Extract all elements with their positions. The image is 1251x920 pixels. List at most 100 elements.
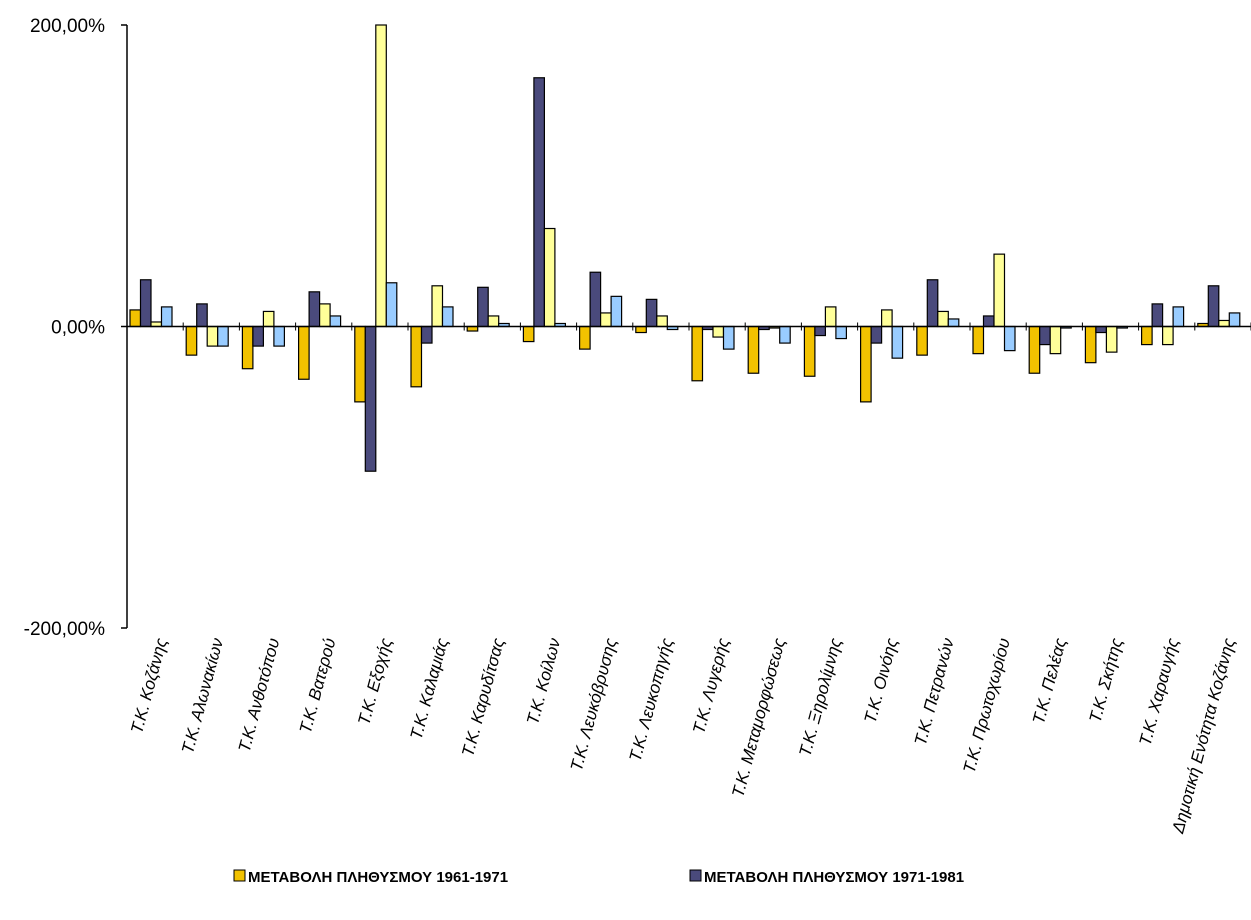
bar-s2-7 [477,286,489,328]
bar-s4-5 [385,282,398,328]
bar-s3-13 [824,306,837,328]
category-label-3: Τ.Κ. Ανθοτόπου [235,636,284,754]
chart-axes: 200,00% 0,00% -200,00% [24,16,1251,640]
bar-s2-15 [926,279,939,328]
bar-s3-8 [543,227,556,328]
bar-s3-2 [206,325,219,347]
bar-s4-12 [779,325,791,344]
category-label-14: Τ.Κ. Οινόης [861,635,902,725]
bar-s3-3 [262,310,275,328]
y-tick-label-2: -200,00% [24,619,105,640]
bar-s3-5 [375,24,387,328]
category-label-20: Δημοτική Ενότητα Κοζάνης [1168,635,1239,836]
legend-label-1: ΜΕΤΑΒΟΛΗ ΠΛΗΘΥΣΜΟΥ 1961-1971 [248,869,508,886]
bar-s3-10 [656,315,668,328]
bar-s1-17 [1028,325,1041,374]
bar-s1-10 [635,325,647,334]
y-tick-label-1: 0,00% [51,318,105,339]
bar-s3-17 [1049,325,1062,355]
bar-s2-19 [1151,303,1164,328]
bar-s2-4 [308,291,321,328]
bar-s1-19 [1140,325,1153,346]
bar-s3-18 [1105,325,1118,353]
y-tick-label-0: 200,00% [30,16,105,37]
bar-s1-14 [859,325,872,403]
bar-s2-13 [814,325,827,337]
bar-s2-17 [1039,325,1051,346]
bar-s1-18 [1084,325,1097,364]
bar-s4-15 [947,318,960,328]
bar-s4-4 [329,315,342,328]
category-label-2: Τ.Κ. Αλωνακίων [178,636,227,756]
bar-s3-20 [1218,319,1230,328]
bar-s1-15 [916,325,928,356]
bar-s2-6 [420,325,433,344]
bar-s2-3 [252,325,264,347]
bar-s2-9 [589,271,602,328]
category-labels: Τ.Κ. Κοζάνης Τ.Κ. Αλωνακίων Τ.Κ. Ανθοτόπου… [127,635,1239,836]
category-label-6: Τ.Κ. Καλαμιάς [407,635,452,741]
category-label-7: Τ.Κ. Καρυδίτσας [458,635,508,758]
bar-s1-13 [803,325,816,377]
category-label-11: Τ.Κ. Λυγερής [689,635,733,735]
category-label-15: Τ.Κ. Πετρανών [911,636,958,748]
bar-s4-19 [1172,306,1185,328]
bar-s2-2 [196,303,208,328]
bar-s3-11 [712,325,725,338]
category-label-1: Τ.Κ. Κοζάνης [127,635,171,735]
legend-swatch-2 [689,869,702,882]
category-label-17: Τ.Κ. Πελέας [1029,635,1070,726]
category-label-4: Τ.Κ. Βατερού [296,636,340,735]
category-label-5: Τ.Κ. Εξοχής [354,635,396,727]
bar-s3-7 [487,315,500,328]
bar-s1-4 [298,325,310,380]
bar-s4-1 [160,306,173,328]
chart-marks [129,24,1241,472]
bar-s4-3 [273,325,285,347]
bar-s1-9 [578,325,591,350]
category-label-9: Τ.Κ. Λευκόβρυσης [567,635,621,773]
bar-s3-14 [880,309,893,328]
legend: ΜΕΤΑΒΟΛΗ ΠΛΗΘΥΣΜΟΥ 1961-1971 ΜΕΤΑΒΟΛΗ ΠΛΗ… [233,869,964,886]
bar-s4-9 [610,295,623,328]
bar-s4-2 [217,325,229,347]
legend-label-2: ΜΕΤΑΒΟΛΗ ΠΛΗΘΥΣΜΟΥ 1971-1981 [704,869,964,886]
bar-s1-6 [410,325,423,388]
bar-s4-11 [722,325,735,350]
bar-s4-20 [1228,312,1241,328]
category-label-16: Τ.Κ. Πρωτοχωρίου [960,636,1014,775]
bar-s1-8 [522,325,535,343]
bar-s3-4 [319,303,331,328]
bar-s2-10 [645,298,658,328]
bar-s1-5 [354,325,366,403]
bar-s4-16 [1003,325,1016,352]
bar-s3-19 [1161,325,1174,346]
bar-s1-3 [241,325,254,370]
bar-s4-6 [441,306,454,328]
bar-s2-1 [139,279,152,328]
category-label-18: Τ.Κ. Σκήτης [1086,635,1127,724]
bar-s4-14 [891,325,904,359]
bar-s4-13 [835,325,848,340]
bar-s3-15 [937,310,949,328]
category-label-12: Τ.Κ. Μεταμορφώσεως [728,635,789,799]
bar-s1-1 [129,309,142,328]
bar-s3-16 [993,253,1006,328]
bar-s2-18 [1095,325,1108,334]
bar-s1-2 [185,325,198,356]
category-label-19: Τ.Κ. Χαραυγής [1136,635,1183,747]
bar-s2-20 [1207,285,1220,328]
bar-s2-16 [982,315,995,328]
category-label-13: Τ.Κ. Ξηρολίμνης [796,635,846,758]
bar-s1-11 [691,325,704,382]
bar-s2-5 [364,325,377,472]
bar-s3-9 [599,312,612,328]
bar-s2-14 [870,325,883,344]
legend-swatch-1 [233,869,246,882]
bar-s2-8 [533,77,546,328]
bar-s1-16 [972,325,985,355]
category-label-8: Τ.Κ. Κοίλων [523,636,564,727]
bar-s1-12 [747,325,760,374]
